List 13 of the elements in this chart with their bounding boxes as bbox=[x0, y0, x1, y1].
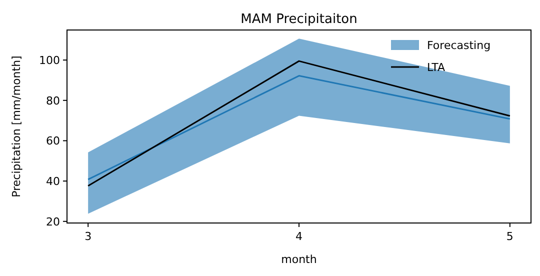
y-axis-title: Precipitation [mm/month] bbox=[10, 56, 23, 198]
x-tick-label: 4 bbox=[296, 230, 302, 243]
x-tick-label: 3 bbox=[84, 230, 92, 243]
y-tick-label: 20 bbox=[46, 215, 60, 228]
legend-label: Forecasting bbox=[427, 39, 491, 52]
y-tick-label: 100 bbox=[39, 54, 60, 68]
x-axis-title: month bbox=[281, 253, 317, 266]
y-tick-label: 60 bbox=[46, 134, 60, 148]
x-tick-label: 5 bbox=[506, 230, 514, 243]
legend-label: LTA bbox=[427, 61, 446, 74]
y-tick-label: 80 bbox=[46, 94, 60, 108]
chart-title: MAM Precipitaiton bbox=[240, 12, 358, 27]
y-tick-label: 40 bbox=[46, 175, 60, 188]
